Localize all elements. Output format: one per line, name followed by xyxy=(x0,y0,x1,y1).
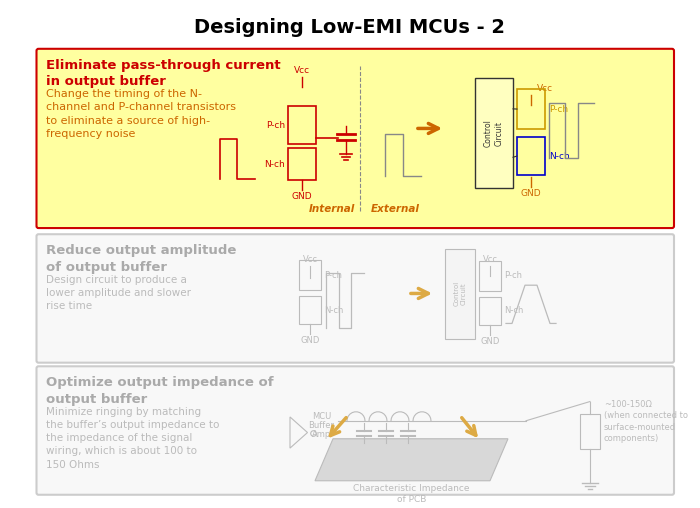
Text: Optimize output impedance of
output buffer: Optimize output impedance of output buff… xyxy=(46,376,274,406)
Bar xyxy=(517,89,545,129)
Text: Internal: Internal xyxy=(309,204,355,214)
FancyBboxPatch shape xyxy=(36,49,674,228)
Text: P-ch: P-ch xyxy=(324,271,342,280)
Text: Change the timing of the N-
channel and P-channel transistors
to eliminate a sou: Change the timing of the N- channel and … xyxy=(46,89,237,139)
Text: P-ch: P-ch xyxy=(266,120,285,130)
Text: Design circuit to produce a
lower amplitude and slower
rise time: Design circuit to produce a lower amplit… xyxy=(46,275,192,311)
Text: Eliminate pass-through current
in output buffer: Eliminate pass-through current in output… xyxy=(46,59,281,88)
Text: GND: GND xyxy=(480,337,500,345)
Bar xyxy=(479,261,501,291)
Text: P-ch: P-ch xyxy=(549,105,568,114)
Text: Designing Low-EMI MCUs - 2: Designing Low-EMI MCUs - 2 xyxy=(195,18,505,37)
Bar xyxy=(445,249,475,339)
FancyBboxPatch shape xyxy=(36,234,674,363)
Text: GND: GND xyxy=(521,189,541,198)
Bar xyxy=(479,297,501,325)
Text: MCU: MCU xyxy=(312,411,331,421)
Text: Amp: Amp xyxy=(312,430,331,438)
Text: Minimize ringing by matching
the buffer’s output impedance to
the impedance of t: Minimize ringing by matching the buffer’… xyxy=(46,407,220,469)
Text: N-ch: N-ch xyxy=(265,160,285,169)
Text: ~100-150Ω
(when connected to
surface-mounted
components): ~100-150Ω (when connected to surface-mou… xyxy=(604,400,688,442)
Text: GND: GND xyxy=(292,192,312,201)
FancyBboxPatch shape xyxy=(36,366,674,495)
Bar xyxy=(288,106,316,144)
Text: N-ch: N-ch xyxy=(504,306,524,315)
Text: Vcc: Vcc xyxy=(294,66,310,75)
Bar xyxy=(475,78,513,188)
Text: Vcc: Vcc xyxy=(482,255,498,264)
Text: P-ch: P-ch xyxy=(504,271,522,280)
Text: Vcc: Vcc xyxy=(302,256,318,265)
Bar xyxy=(299,297,321,325)
Text: GND: GND xyxy=(300,336,320,345)
Polygon shape xyxy=(315,439,508,481)
Bar xyxy=(580,414,600,449)
Text: Characteristic Impedance
of PCB: Characteristic Impedance of PCB xyxy=(354,484,470,504)
Bar xyxy=(288,148,316,180)
Text: Buffer: Buffer xyxy=(309,421,335,430)
Bar xyxy=(517,137,545,175)
Text: Control
Circuit: Control Circuit xyxy=(484,119,504,147)
Text: Vcc: Vcc xyxy=(537,84,553,93)
Text: N-ch: N-ch xyxy=(549,151,570,161)
Bar xyxy=(299,261,321,291)
Text: Control
Circuit: Control Circuit xyxy=(454,281,466,306)
Text: N-ch: N-ch xyxy=(324,306,344,315)
Text: Reduce output amplitude
of output buffer: Reduce output amplitude of output buffer xyxy=(46,244,237,274)
Text: External: External xyxy=(370,204,419,214)
